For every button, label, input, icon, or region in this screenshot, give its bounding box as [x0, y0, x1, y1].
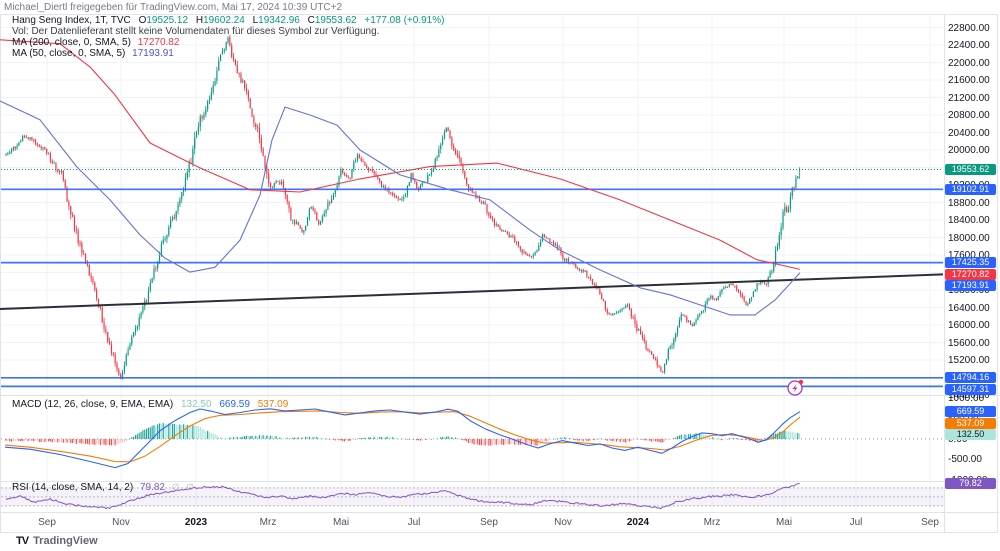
scale-tick-label: 15200.00 — [948, 355, 990, 366]
time-axis-label: Sep — [921, 517, 939, 528]
price-badge: 79.82 — [945, 478, 996, 489]
rsi-value: 79.82 — [139, 482, 165, 493]
time-axis-label: Jul — [849, 517, 863, 528]
event-marker-icon — [787, 379, 804, 396]
macd-label: MACD (12, 26, close, 9, EMA, EMA) — [12, 399, 174, 410]
price-badge: 537.09 — [945, 417, 996, 429]
price-badge: 17425.35 — [945, 257, 996, 269]
scale-tick-label: -500.00 — [948, 454, 982, 466]
price-badge: 14794.16 — [945, 372, 996, 384]
close-label: C — [307, 15, 315, 26]
symbol-title: Hang Seng Index, 1T, TVC — [12, 15, 131, 26]
rsi-legend[interactable]: RSI (14, close, SMA, 14, 2) 79.82 ∅ ∅ — [12, 482, 194, 493]
low-label: L — [252, 15, 259, 26]
macd-signal-value: 537.09 — [257, 399, 289, 410]
scale-tick-label: 14400.00 — [948, 390, 990, 401]
time-axis-label: Sep — [38, 517, 56, 528]
scale-tick-label: 16000.00 — [948, 320, 990, 331]
rsi-null-icon: ∅ — [186, 482, 195, 492]
open-label: O — [138, 15, 147, 26]
time-axis-label: 2024 — [626, 517, 650, 528]
ma50-label: MA (50, close, 0, SMA, 5) — [12, 48, 126, 59]
scale-tick-label: 20400.00 — [948, 127, 990, 139]
macd-line — [4, 408, 801, 469]
scale-tick-label: 16400.00 — [948, 302, 990, 314]
scale-tick-label: 20800.00 — [948, 110, 990, 121]
scale-tick-label: 1000.00 — [948, 393, 985, 405]
macd-hist-value: 132.50 — [180, 399, 212, 410]
trend-line[interactable] — [0, 273, 944, 310]
price-badge: 17193.91 — [945, 280, 996, 292]
ma50-line — [0, 100, 801, 316]
scale-tick-label: 20000.00 — [948, 145, 990, 156]
time-axis-label: Mrz — [703, 517, 721, 528]
price-badge: 19553.62 — [945, 164, 996, 175]
time-axis-label: Nov — [112, 517, 130, 528]
scale-tick-label: 17600.00 — [948, 250, 990, 261]
ma50-value: 17193.91 — [132, 48, 174, 59]
time-axis-label: Jul — [407, 517, 421, 528]
time-axis-label: Mai — [775, 517, 793, 528]
low-value: 19342.96 — [258, 15, 300, 26]
high-value: 19602.24 — [203, 15, 245, 26]
change-value: +177.08 (+0.91%) — [364, 15, 445, 26]
chart-frame — [0, 14, 998, 533]
macd-histogram — [5, 423, 801, 446]
symbol-legend[interactable]: Hang Seng Index, 1T, TVC O19525.12 H1960… — [12, 15, 444, 26]
time-axis-label: Mai — [332, 517, 350, 528]
price-badge: 17270.82 — [945, 268, 996, 280]
scale-tick-label: 22400.00 — [948, 40, 990, 51]
macd-signal-line — [4, 410, 801, 463]
time-axis-label: Mrz — [259, 517, 277, 528]
price-badge: 132.50 — [945, 429, 996, 441]
rsi-null-icon: ∅ — [171, 482, 180, 492]
volume-note: Vol: Der Datenlieferant stellt keine Vol… — [12, 26, 380, 37]
macd-legend[interactable]: MACD (12, 26, close, 9, EMA, EMA) 132.50… — [12, 399, 288, 410]
rsi-label: RSI (14, close, SMA, 14, 2) — [12, 482, 134, 493]
scale-tick-label: 21200.00 — [948, 92, 990, 104]
time-axis-label: Nov — [554, 517, 572, 528]
price-badge: 14597.31 — [945, 383, 996, 395]
macd-line-value: 669.59 — [219, 399, 250, 410]
tradingview-logo-icon: TV — [16, 535, 29, 547]
ma200-value: 17270.82 — [137, 37, 180, 48]
time-axis-label: 2023 — [184, 517, 208, 528]
close-value: 19553.62 — [314, 15, 357, 26]
time-axis-label: Sep — [480, 517, 498, 528]
scale-tick-label: 18000.00 — [948, 232, 990, 244]
price-badge: 19102.91 — [945, 183, 996, 195]
tradingview-logo[interactable]: TV TradingView — [16, 535, 98, 547]
scale-tick-label: 22800.00 — [948, 22, 990, 34]
share-watermark: Michael_Diertl freigegeben für TradingVi… — [4, 2, 343, 13]
grid — [1, 14, 999, 533]
scale-tick-label: 18800.00 — [948, 197, 990, 209]
rsi-band — [1, 487, 944, 507]
scale-tick-label: 21600.00 — [948, 75, 990, 86]
tradingview-brand-text: TradingView — [33, 535, 98, 547]
candles-series — [5, 34, 801, 380]
ma50-legend[interactable]: MA (50, close, 0, SMA, 5) 17193.91 — [12, 48, 174, 59]
high-label: H — [195, 15, 204, 26]
scale-tick-label: 22000.00 — [948, 57, 990, 69]
rsi-line — [5, 483, 800, 510]
ma200-line — [0, 39, 801, 270]
drawn-levels — [0, 188, 944, 388]
ma200-legend[interactable]: MA (200, close, 0, SMA, 5) 17270.82 — [12, 37, 179, 48]
price-badge: 669.59 — [945, 406, 996, 418]
scale-tick-label: 18400.00 — [948, 215, 990, 226]
ma200-label: MA (200, close, 0, SMA, 5) — [12, 37, 131, 48]
open-value: 19525.12 — [146, 15, 189, 26]
scale-tick-label: 15600.00 — [948, 337, 990, 349]
